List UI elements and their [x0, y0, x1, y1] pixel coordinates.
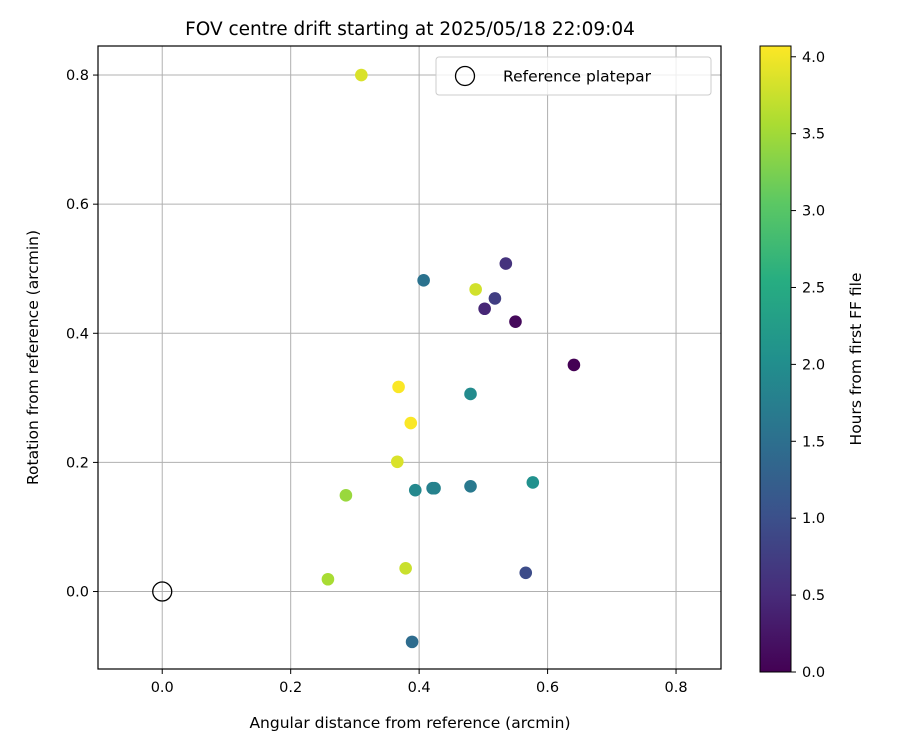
- scatter-point: [478, 302, 491, 315]
- scatter-point: [500, 257, 513, 270]
- colorbar-ticks: 0.0 0.5 1.0 1.5 2.0 2.5 3.0 3.5 4.0: [791, 50, 825, 681]
- colorbar-label: Hours from first FF file: [847, 273, 865, 446]
- scatter-point: [469, 283, 482, 296]
- y-axis-ticks: 0.0 0.2 0.4 0.6 0.8: [66, 68, 98, 600]
- x-tick-label: 0.0: [151, 680, 174, 696]
- scatter-point: [322, 573, 335, 586]
- scatter-point: [417, 274, 430, 287]
- scatter-point: [391, 455, 404, 468]
- grid-lines: [98, 46, 721, 669]
- plot-frame: [98, 46, 721, 669]
- x-axis-ticks: 0.0 0.2 0.4 0.6 0.8: [151, 669, 688, 696]
- x-tick-label: 0.6: [536, 680, 559, 696]
- x-tick-label: 0.2: [279, 680, 302, 696]
- scatter-point: [340, 489, 353, 502]
- colorbar-tick-label: 4.0: [802, 50, 825, 66]
- scatter-point: [464, 480, 477, 493]
- y-tick-label: 0.0: [66, 585, 89, 601]
- chart-title: FOV centre drift starting at 2025/05/18 …: [185, 19, 635, 40]
- colorbar-tick-label: 1.5: [802, 434, 825, 450]
- legend: Reference platepar: [436, 57, 711, 95]
- scatter-point: [464, 388, 477, 401]
- scatter-point: [509, 315, 522, 328]
- scatter-point: [409, 484, 422, 497]
- colorbar-tick-label: 2.5: [802, 280, 825, 296]
- y-tick-label: 0.4: [66, 326, 89, 342]
- y-axis-label: Rotation from reference (arcmin): [24, 230, 42, 485]
- data-points: [153, 69, 580, 648]
- scatter-point: [568, 359, 581, 372]
- x-tick-label: 0.8: [665, 680, 688, 696]
- scatter-point: [519, 567, 532, 580]
- colorbar-tick-label: 3.5: [802, 127, 825, 143]
- colorbar-tick-label: 0.0: [802, 665, 825, 681]
- scatter-point: [392, 381, 405, 394]
- scatter-point: [404, 417, 417, 430]
- x-axis-label: Angular distance from reference (arcmin): [249, 714, 570, 732]
- y-tick-label: 0.8: [66, 68, 89, 84]
- scatter-point: [527, 476, 540, 489]
- y-tick-label: 0.2: [66, 455, 89, 471]
- scatter-point: [399, 562, 412, 575]
- colorbar-tick-label: 2.0: [802, 357, 825, 373]
- scatter-point: [489, 292, 502, 305]
- y-tick-label: 0.6: [66, 197, 89, 213]
- colorbar: 0.0 0.5 1.0 1.5 2.0 2.5 3.0 3.5 4.0 Hours from f…: [760, 46, 865, 681]
- colorbar-tick-label: 0.5: [802, 588, 825, 604]
- colorbar-gradient: [760, 46, 791, 672]
- colorbar-tick-label: 1.0: [802, 511, 825, 527]
- scatter-point: [406, 636, 419, 649]
- scatter-point: [355, 69, 368, 82]
- x-tick-label: 0.4: [408, 680, 431, 696]
- colorbar-tick-label: 3.0: [802, 204, 825, 220]
- scatter-point: [428, 482, 441, 495]
- legend-entry-reference-platepar: Reference platepar: [503, 68, 652, 86]
